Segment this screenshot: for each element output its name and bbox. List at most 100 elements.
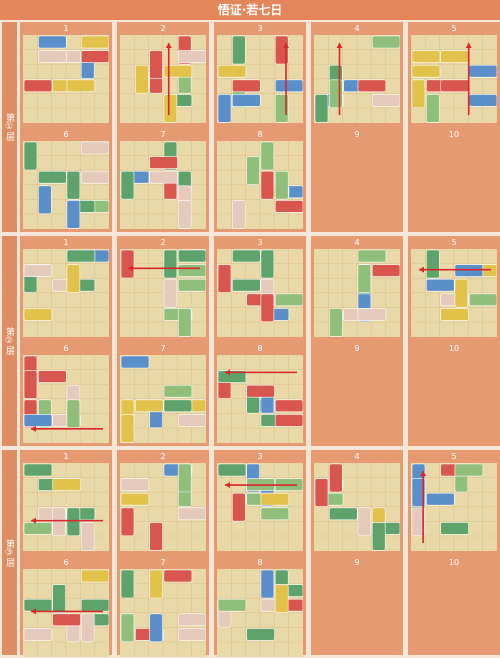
block — [120, 170, 135, 200]
puzzle-image — [120, 35, 206, 123]
block — [411, 50, 441, 63]
level-number: 7 — [160, 344, 166, 353]
level-number: 10 — [448, 344, 460, 353]
block — [38, 185, 52, 215]
block — [329, 308, 343, 337]
column: 5 10 — [408, 450, 500, 655]
block — [217, 264, 232, 293]
block — [23, 370, 38, 399]
arrow-head — [465, 43, 472, 48]
block — [120, 355, 150, 369]
puzzle-image — [217, 569, 303, 657]
puzzle-image — [120, 463, 206, 551]
level-number: 10 — [448, 130, 460, 139]
level-number: 4 — [354, 24, 360, 33]
block — [23, 628, 53, 641]
level-number: 9 — [354, 558, 360, 567]
block — [52, 584, 66, 613]
block — [454, 278, 469, 308]
arrow-head — [31, 608, 36, 615]
block — [260, 507, 290, 521]
arrow-head — [336, 43, 343, 48]
level-number: 5 — [451, 452, 457, 461]
block — [23, 141, 38, 171]
block — [426, 249, 440, 279]
block — [163, 64, 193, 78]
block — [217, 463, 247, 477]
column: 5 10 — [408, 236, 500, 446]
block — [260, 170, 275, 200]
section: 第①层 1 6 2 7 3 8 4 9 5 10 — [0, 22, 500, 232]
block — [260, 249, 275, 279]
block — [120, 492, 150, 506]
puzzle-image — [23, 569, 109, 657]
block — [66, 200, 81, 229]
block — [426, 492, 455, 506]
level-number: 3 — [257, 238, 263, 247]
block — [217, 94, 232, 123]
puzzle-image — [120, 569, 206, 657]
block — [163, 569, 193, 583]
block — [232, 278, 261, 292]
block — [411, 478, 426, 507]
arrow-head — [419, 266, 424, 273]
arrow-head — [420, 471, 427, 476]
block — [440, 79, 469, 93]
block — [314, 94, 329, 123]
puzzle-image — [23, 463, 109, 551]
block — [149, 522, 163, 551]
block — [411, 79, 426, 109]
block — [426, 278, 455, 292]
block — [23, 522, 53, 535]
level-number: 3 — [257, 24, 263, 33]
block — [371, 522, 386, 551]
block — [232, 492, 246, 522]
block — [440, 50, 469, 63]
block — [149, 613, 163, 643]
block — [411, 507, 426, 537]
puzzle-image — [23, 141, 109, 229]
block — [177, 50, 206, 63]
block — [217, 64, 247, 78]
block — [66, 399, 81, 429]
block — [80, 35, 109, 49]
puzzle-image — [314, 249, 400, 337]
arrow-head — [128, 265, 133, 272]
level-number: 6 — [63, 558, 69, 567]
block — [120, 569, 135, 599]
block — [371, 264, 400, 277]
level-number: 8 — [257, 558, 263, 567]
block — [426, 94, 440, 123]
block — [177, 278, 206, 292]
block — [66, 79, 96, 93]
block — [80, 141, 109, 155]
block — [120, 478, 150, 491]
column: 5 10 — [408, 22, 500, 232]
puzzle-image — [217, 463, 303, 551]
block — [149, 170, 178, 184]
block — [357, 507, 372, 537]
puzzle-image — [120, 141, 206, 229]
block — [163, 249, 178, 279]
level-number: 2 — [160, 238, 166, 247]
section-label: 第②层 — [2, 236, 17, 446]
block — [177, 414, 206, 427]
block — [329, 507, 358, 521]
block — [135, 399, 164, 413]
block — [232, 35, 246, 65]
level-number: 6 — [63, 130, 69, 139]
section-label: 第③层 — [2, 450, 17, 655]
arrow-head — [225, 369, 230, 376]
block — [274, 35, 289, 65]
block — [120, 507, 135, 537]
block — [177, 249, 206, 263]
block — [52, 478, 81, 491]
block — [80, 522, 95, 551]
